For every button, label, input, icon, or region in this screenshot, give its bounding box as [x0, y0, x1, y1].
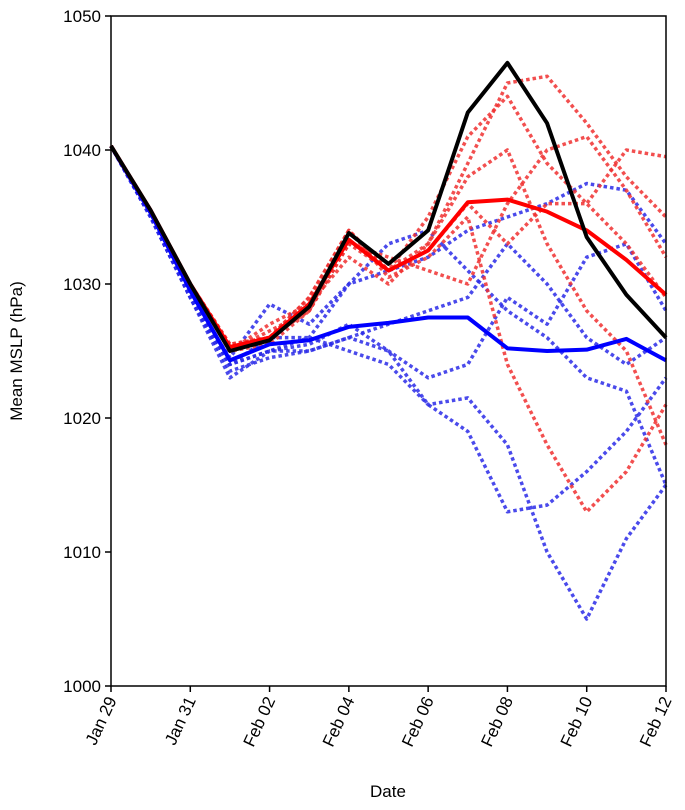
x-tick-label: Feb 06 — [398, 694, 438, 750]
y-tick-label: 1030 — [63, 275, 101, 294]
x-tick-label: Feb 12 — [636, 694, 676, 750]
y-tick-label: 1040 — [63, 141, 101, 160]
x-tick-label: Feb 08 — [477, 694, 517, 750]
y-tick-label: 1050 — [63, 7, 101, 26]
y-tick-label: 1020 — [63, 409, 101, 428]
series-line — [109, 145, 668, 486]
x-tick-label: Feb 04 — [319, 694, 359, 750]
y-axis-label: Mean MSLP (hPa) — [7, 281, 26, 421]
series-line — [109, 145, 668, 380]
x-tick-label: Jan 29 — [82, 694, 121, 748]
x-tick-label: Feb 02 — [240, 694, 280, 750]
x-axis-label: Date — [370, 782, 406, 801]
series-line — [109, 145, 668, 353]
plot-frame — [110, 15, 667, 687]
x-tick-label: Feb 10 — [557, 694, 597, 750]
series-line — [109, 60, 668, 353]
series-line — [109, 144, 667, 363]
series-line — [109, 144, 668, 349]
series-line — [109, 145, 668, 621]
series-line — [109, 134, 668, 347]
x-tick-label: Jan 31 — [161, 694, 200, 748]
y-tick-label: 1010 — [63, 543, 101, 562]
y-tick-label: 1000 — [63, 677, 101, 696]
